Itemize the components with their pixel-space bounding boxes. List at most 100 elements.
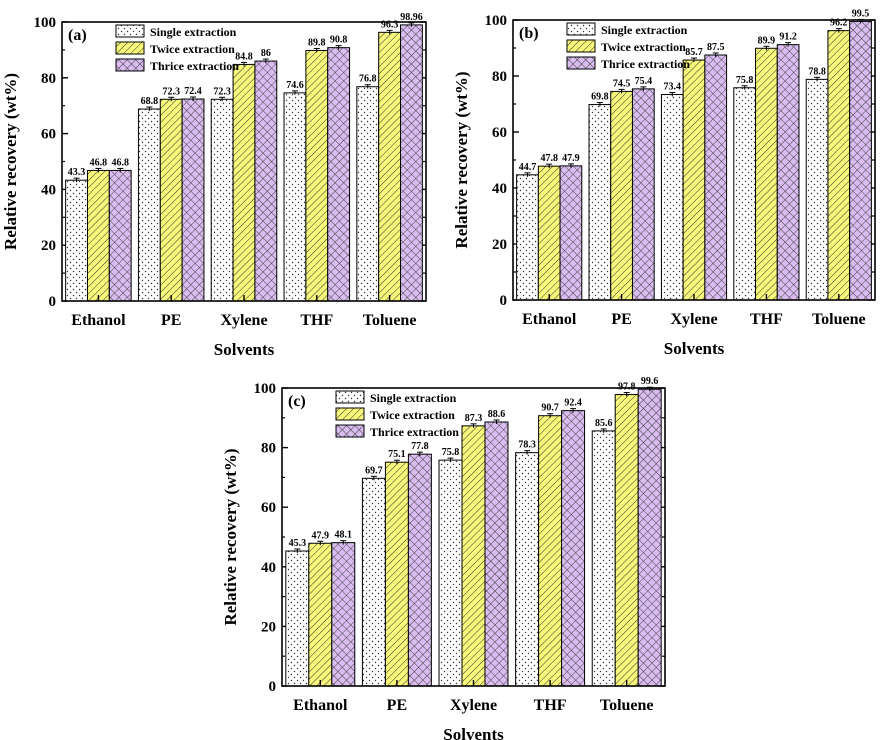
bar-thrice-ethanol (559, 165, 583, 301)
y-axis-title: Relative recovery (wt%) (452, 71, 471, 248)
panel-label: (a) (68, 27, 87, 44)
bar-single-toluene (356, 86, 380, 302)
bar-twice-ethanol (537, 165, 561, 301)
data-label: 98.96 (400, 12, 423, 23)
bar-single-thf (283, 92, 307, 302)
data-label: 97.8 (618, 382, 636, 393)
legend-swatch-single (115, 24, 145, 38)
bar-single-toluene (591, 430, 616, 687)
bar-twice-pe (610, 90, 633, 301)
x-tick-label: Ethanol (293, 697, 348, 714)
y-tick-label: 80 (261, 441, 276, 457)
y-tick-label: 20 (41, 238, 56, 254)
bar-twice-xylene (461, 425, 486, 687)
y-tick-label: 0 (49, 294, 57, 310)
y-tick-label: 40 (492, 181, 507, 197)
bar-twice-toluene (378, 31, 402, 302)
bar-thrice-toluene (637, 388, 662, 687)
bar-thrice-xylene (254, 60, 278, 302)
data-label: 87.5 (707, 42, 725, 53)
legend-label-single: Single extraction (601, 23, 688, 37)
panel-label: (c) (288, 393, 306, 410)
data-label: 85.7 (685, 47, 703, 58)
y-tick-label: 100 (485, 13, 508, 29)
bar-single-toluene (805, 78, 829, 301)
data-label: 86 (261, 48, 271, 59)
y-tick-label: 60 (492, 125, 507, 141)
data-label: 69.7 (365, 465, 383, 476)
x-axis-title: Solvents (664, 339, 725, 358)
legend-swatch-thrice (115, 58, 145, 72)
data-label: 47.8 (540, 153, 558, 164)
legend-swatch-single (566, 22, 596, 36)
data-label: 99.5 (852, 8, 870, 19)
y-tick-label: 100 (254, 381, 277, 397)
y-tick-label: 0 (269, 679, 277, 695)
data-label: 87.3 (465, 413, 483, 424)
legend-swatch-thrice (566, 56, 596, 70)
bar-single-ethanol (516, 174, 539, 301)
x-tick-label: Toluene (812, 311, 866, 328)
x-tick-label: Ethanol (522, 311, 577, 328)
bar-single-xylene (210, 98, 234, 302)
bar-twice-pe (384, 461, 409, 687)
bar-single-thf (515, 452, 540, 687)
bar-single-pe (361, 477, 386, 687)
data-label: 84.8 (235, 51, 253, 62)
legend-label-single: Single extraction (150, 25, 237, 39)
y-tick-label: 20 (261, 619, 276, 635)
x-tick-label: PE (387, 697, 407, 714)
bar-twice-thf (305, 49, 329, 302)
data-label: 78.8 (808, 66, 826, 77)
data-label: 75.8 (736, 75, 754, 86)
bar-thrice-toluene (400, 24, 423, 302)
data-label: 45.3 (289, 538, 307, 549)
data-label: 96.2 (830, 18, 848, 29)
data-label: 90.8 (330, 35, 348, 46)
panel-label: (b) (519, 25, 539, 42)
bar-twice-toluene (827, 30, 851, 301)
bar-twice-toluene (614, 394, 639, 687)
bar-single-ethanol (65, 179, 88, 302)
data-label: 72.4 (184, 86, 202, 97)
y-tick-label: 80 (492, 69, 507, 85)
bar-single-xylene (660, 93, 684, 301)
data-label: 91.2 (779, 32, 797, 43)
bar-thrice-toluene (849, 20, 872, 301)
data-label: 74.6 (286, 80, 304, 91)
x-tick-label: Xylene (220, 312, 267, 329)
chart-panel-b: 0 20 40 60 80 100 44.747.8 47.9 Ethanol 69.8 74.5 7… (452, 8, 876, 358)
data-label: 77.8 (411, 441, 429, 452)
legend-label-thrice: Thrice extraction (370, 425, 459, 439)
legend-label-thrice: Thrice extraction (601, 57, 690, 71)
bar-twice-ethanol (86, 169, 110, 302)
x-tick-label: PE (611, 311, 631, 328)
data-label: 68.8 (141, 96, 159, 107)
bar-thrice-thf (327, 47, 351, 302)
bar-single-pe (137, 108, 161, 302)
bar-single-thf (733, 87, 757, 301)
x-tick-label: Toluene (600, 697, 654, 714)
bar-single-ethanol (285, 550, 310, 687)
data-label: 75.4 (635, 76, 653, 87)
bar-twice-thf (538, 415, 563, 687)
legend-label-thrice: Thrice extraction (150, 59, 239, 73)
data-label: 92.4 (564, 398, 582, 409)
chart-panel-c: 0 20 40 60 80 100 45.3 47.9 48.1 Ethanol 69.7 75.1 7… (221, 376, 666, 740)
data-label: 89.8 (308, 37, 326, 48)
legend-label-single: Single extraction (370, 391, 457, 405)
legend-label-twice: Twice extraction (601, 40, 686, 54)
bar-thrice-thf (776, 44, 800, 301)
bar-thrice-xylene (484, 421, 509, 687)
data-label: 75.8 (442, 447, 460, 458)
data-label: 43.3 (68, 167, 86, 178)
data-label: 72.3 (162, 86, 180, 97)
plot-frame (281, 387, 666, 687)
data-label: 47.9 (312, 530, 330, 541)
data-label: 89.9 (758, 35, 776, 46)
x-tick-label: THF (534, 697, 567, 714)
y-tick-label: 20 (492, 237, 507, 253)
bar-twice-pe (159, 98, 183, 302)
data-label: 72.3 (213, 86, 231, 97)
bar-thrice-xylene (704, 54, 728, 301)
